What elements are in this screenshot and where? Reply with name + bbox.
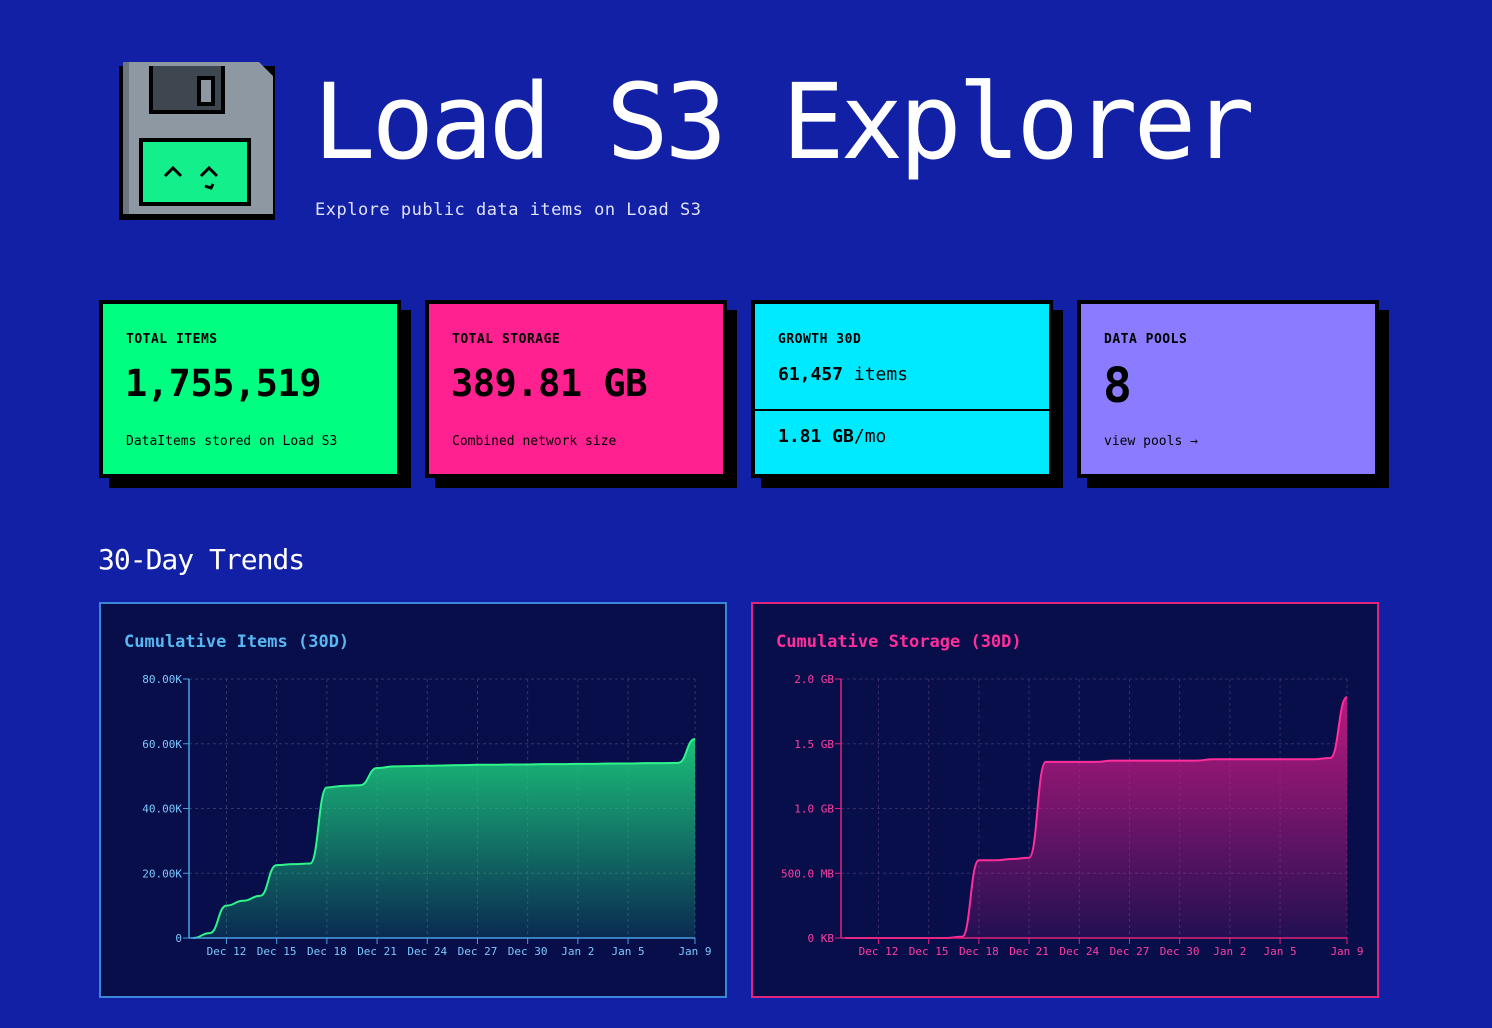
data-pools-label: DATA POOLS [1104,332,1188,347]
x-tick-label: Jan 9 [1330,945,1363,958]
y-tick-label: 80.00K [142,673,182,686]
growth-card: GROWTH 30D 61,457 items 1.81 GB/mo [751,300,1053,478]
growth-storage-value: 1.81 GB [778,426,854,447]
x-tick-label: Jan 2 [1213,945,1246,958]
total-storage-card: TOTAL STORAGE 389.81 GB Combined network… [425,300,727,478]
x-tick-label: Jan 2 [561,945,594,958]
series-line [192,738,696,939]
items-chart-title: Cumulative Items (30D) [124,632,350,652]
x-tick-label: Dec 21 [1009,945,1049,958]
trends-title: 30-Day Trends [98,543,305,576]
storage-chart-panel: Cumulative Storage (30D) 0 KB 500.0 MB 1.0… [751,602,1379,998]
storage-chart: 0 KB 500.0 MB 1.0 GB 1.5 GB 2.0 GB Dec 12 Dec … [781,673,1364,958]
x-tick-label: Dec 12 [207,945,247,958]
y-tick-label: 2.0 GB [794,673,834,686]
x-tick-label: Jan 5 [612,945,645,958]
items-chart: 0 20.00K 40.00K 60.00K 80.00K Dec 12 Dec 15 Dec… [142,673,711,958]
x-tick-label: Dec 21 [357,945,397,958]
page-subtitle: Explore public data items on Load S3 [315,200,702,220]
x-tick-label: Dec 12 [859,945,899,958]
floppy-disk-face-icon [119,62,275,220]
growth-storage: 1.81 GB/mo [778,426,886,447]
total-storage-note: Combined network size [452,434,617,449]
growth-label: GROWTH 30D [778,332,862,347]
series-area [845,697,1347,938]
x-tick-label: Dec 30 [508,945,548,958]
data-pools-value: 8 [1103,358,1132,414]
x-tick-label: Dec 15 [909,945,949,958]
x-tick-label: Dec 24 [1059,945,1099,958]
y-tick-label: 0 KB [808,932,835,945]
y-tick-label: 20.00K [142,867,182,880]
x-tick-label: Dec 15 [257,945,297,958]
view-pools-link[interactable]: view pools → [1104,434,1198,449]
x-tick-label: Dec 30 [1160,945,1200,958]
x-tick-label: Dec 18 [959,945,999,958]
total-storage-value: 389.81 GB [451,362,647,405]
y-tick-label: 1.5 GB [794,738,834,751]
x-tick-label: Jan 9 [678,945,711,958]
storage-chart-title: Cumulative Storage (30D) [776,632,1022,652]
total-items-card: TOTAL ITEMS 1,755,519 DataItems stored o… [99,300,401,478]
growth-items-unit: items [853,364,909,385]
x-tick-label: Jan 5 [1264,945,1297,958]
total-items-label: TOTAL ITEMS [126,332,218,347]
total-items-value: 1,755,519 [125,362,321,405]
growth-divider [755,409,1049,411]
y-tick-label: 60.00K [142,738,182,751]
total-items-note: DataItems stored on Load S3 [126,434,338,449]
x-tick-label: Dec 18 [307,945,347,958]
items-chart-panel: Cumulative Items (30D) 0 20.00K 40.00K 60.0… [99,602,727,998]
x-tick-label: Dec 27 [458,945,498,958]
y-tick-label: 500.0 MB [781,867,834,880]
y-tick-label: 40.00K [142,803,182,816]
total-storage-label: TOTAL STORAGE [452,332,561,347]
x-tick-label: Dec 24 [407,945,447,958]
y-tick-label: 0 [175,932,182,945]
x-tick-label: Dec 27 [1110,945,1150,958]
y-tick-label: 1.0 GB [794,803,834,816]
series-area [193,739,695,938]
growth-storage-unit: /mo [853,426,887,447]
header: Load S3 Explorer Explore public data ite… [113,58,1255,228]
data-pools-card[interactable]: DATA POOLS 8 view pools → [1077,300,1379,478]
growth-items-value: 61,457 [778,364,844,385]
growth-items: 61,457 items [778,364,908,385]
page-title: Load S3 Explorer [313,61,1255,183]
